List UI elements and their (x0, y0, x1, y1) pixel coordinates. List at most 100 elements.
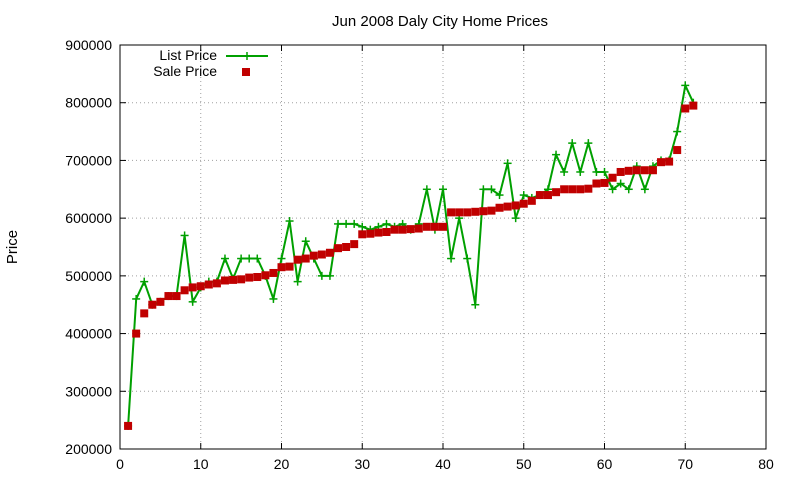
list-price-point (624, 185, 633, 194)
sale-price-point (212, 279, 221, 288)
legend-swatch-list-price (226, 52, 268, 60)
list-price-point (552, 150, 561, 159)
sale-price-point (592, 179, 601, 188)
sale-price-point (455, 208, 464, 217)
sale-price-point (156, 297, 165, 306)
sale-price-point (237, 275, 246, 284)
sale-price-point (584, 184, 593, 193)
sale-price-point (309, 251, 318, 260)
legend-label-list-price: List Price (159, 47, 217, 63)
sale-price-point (374, 228, 383, 237)
sale-price-point (543, 191, 552, 200)
x-tick-label: 0 (116, 456, 124, 472)
list-price-point (293, 277, 302, 286)
sale-price-point (269, 268, 278, 277)
sale-price-point (430, 222, 439, 231)
sale-price-point (196, 282, 205, 291)
sale-price-point (665, 157, 674, 166)
list-price-point (560, 167, 569, 176)
sale-price-point (673, 146, 682, 155)
list-price-point (463, 254, 472, 263)
sale-price-point (632, 166, 641, 175)
list-price-line (127, 82, 695, 426)
sale-price-point (358, 230, 367, 239)
legend-marker (243, 52, 251, 60)
y-tick-label: 600000 (65, 210, 112, 226)
list-price-point (471, 300, 480, 309)
axis-ticks: 0 10 20 30 40 50 60 70 80 200000 300000 400000 50000… (65, 37, 774, 472)
sale-price-point (124, 421, 133, 430)
sale-price-point (325, 248, 334, 257)
list-price-point (495, 191, 504, 200)
x-tick-label: 70 (677, 456, 693, 472)
sale-price-point (382, 227, 391, 236)
list-price-point (132, 294, 141, 303)
sale-price-point (471, 207, 480, 216)
sale-price-point (503, 202, 512, 211)
sale-price-point (511, 201, 520, 210)
list-price-point (285, 217, 294, 226)
sale-price-point (527, 196, 536, 205)
x-tick-label: 60 (597, 456, 613, 472)
list-price-point (681, 81, 690, 90)
series (124, 81, 698, 430)
list-price-point (584, 139, 593, 148)
list-price-point (358, 222, 367, 231)
list-price-point (487, 185, 496, 194)
sale-price-point (463, 208, 472, 217)
sale-price-point (261, 271, 270, 280)
list-price-point (245, 254, 254, 263)
sale-price-point (317, 250, 326, 259)
list-price-point (220, 254, 229, 263)
sale-price-point (245, 273, 254, 282)
x-tick-label: 30 (354, 456, 370, 472)
sale-price-point (164, 292, 173, 301)
sale-price-point (576, 185, 585, 194)
sale-price-point (608, 173, 617, 182)
sale-price-point (301, 254, 310, 263)
sale-price-point (447, 208, 456, 217)
list-price-point (447, 254, 456, 263)
sale-price-point (132, 329, 141, 338)
sale-price-point (640, 166, 649, 175)
sale-price-point (414, 224, 423, 233)
sale-price-point (648, 166, 657, 175)
list-price-point (592, 167, 601, 176)
sale-price-point (439, 222, 447, 231)
list-price-point (334, 219, 343, 228)
sale-price-point (519, 199, 528, 208)
legend-swatch-sale-price (242, 68, 250, 76)
sale-price-point (285, 262, 294, 271)
list-price-point (519, 191, 528, 200)
sale-price-point (689, 101, 698, 110)
sale-price-point (366, 229, 375, 238)
y-tick-label: 200000 (65, 441, 112, 457)
sale-price-point (140, 309, 149, 318)
x-tick-label: 40 (435, 456, 451, 472)
sale-price-point (624, 166, 633, 175)
sale-price-point (422, 222, 431, 231)
list-price-point (180, 231, 189, 240)
x-tick-label: 20 (274, 456, 290, 472)
x-tick-label: 80 (758, 456, 774, 472)
sale-price-point (148, 300, 157, 309)
sale-price-point (180, 286, 189, 295)
sale-price-point (552, 188, 561, 197)
x-tick-label: 10 (193, 456, 209, 472)
list-price-point (511, 214, 520, 223)
sale-price-point (342, 243, 351, 251)
sale-price-point (406, 225, 415, 234)
list-price-point (140, 277, 149, 286)
sale-price-point (600, 178, 609, 187)
sale-price-point (277, 263, 286, 272)
list-price-point (237, 254, 246, 263)
y-axis-title: Price (4, 230, 21, 264)
sale-price-point (390, 225, 399, 234)
sale-price-point (560, 185, 569, 194)
list-price-point (422, 185, 431, 194)
list-price-point (342, 219, 351, 228)
sale-price-point (350, 240, 359, 249)
y-tick-label: 400000 (65, 326, 112, 342)
list-price-point (576, 167, 585, 176)
list-price-point (568, 139, 577, 148)
